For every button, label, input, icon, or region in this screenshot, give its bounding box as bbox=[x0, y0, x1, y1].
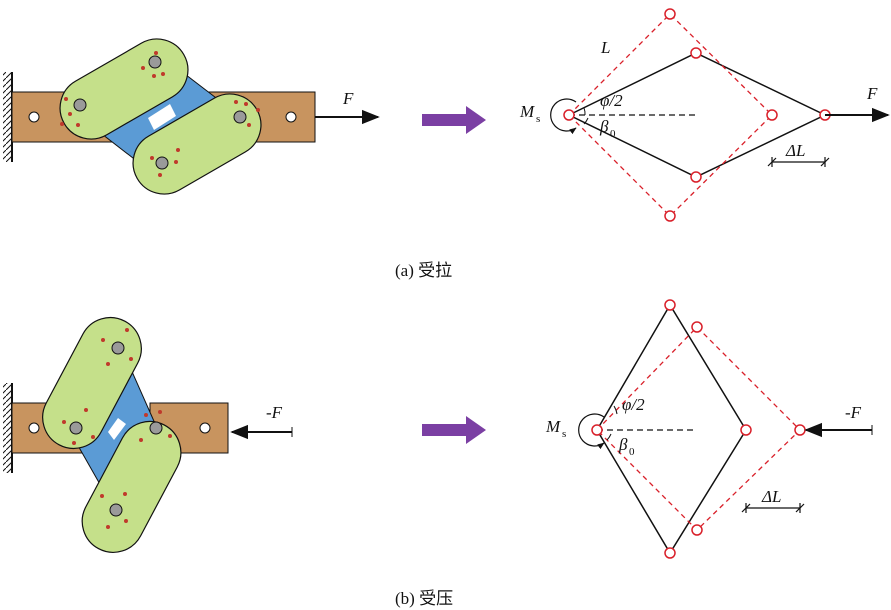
center-gap-b bbox=[108, 418, 126, 440]
transition-arrow-a bbox=[422, 106, 486, 134]
initial-rhombus-a bbox=[568, 13, 773, 217]
hole-right-b bbox=[199, 422, 211, 434]
length-label-a: L bbox=[600, 38, 610, 57]
wall-hatch-a bbox=[3, 72, 13, 162]
phi-label-a: φ/2 bbox=[600, 91, 623, 110]
delta-dimension-a bbox=[767, 157, 830, 167]
delta-label-a: ΔL bbox=[785, 141, 805, 160]
phi-label-b: φ/2 bbox=[622, 395, 645, 414]
cell-upper-b bbox=[42, 316, 142, 450]
moment-sub-b: s bbox=[562, 428, 566, 440]
cell-lower-a bbox=[132, 93, 262, 195]
center-gap-a bbox=[148, 104, 176, 130]
panel-b: -F -F M s φ/2 β 0 ΔL (b) 受压 bbox=[3, 299, 873, 608]
moment-label-a: M bbox=[519, 102, 535, 121]
caption-a: (a) 受拉 bbox=[395, 261, 452, 280]
cell-upper-a bbox=[59, 38, 189, 140]
angle-arc-beta-b bbox=[606, 433, 612, 441]
moment-sub-a: s bbox=[536, 113, 540, 125]
caption-b: (b) 受压 bbox=[395, 589, 453, 608]
cell-lower-b bbox=[81, 410, 182, 553]
hole-left-a bbox=[28, 111, 40, 123]
hole-right-a bbox=[285, 111, 297, 123]
moment-arrow-a bbox=[550, 98, 577, 135]
moment-arrow-b bbox=[578, 413, 605, 450]
joints-a bbox=[563, 8, 831, 222]
angle-arc-beta-a bbox=[583, 117, 589, 125]
hole-left-b bbox=[28, 422, 40, 434]
delta-dimension-b bbox=[741, 503, 805, 513]
panel-a: F F M s φ/2 β 0 L ΔL (a) 受拉 bbox=[3, 8, 890, 280]
force-label-right-a: F bbox=[866, 84, 878, 103]
angle-arc-phi-a bbox=[583, 107, 586, 116]
joints-b bbox=[591, 299, 806, 559]
transition-arrow-b bbox=[422, 416, 486, 444]
force-label-b: -F bbox=[266, 403, 283, 422]
beta-sub-b: 0 bbox=[629, 446, 635, 458]
beta-label-b: β bbox=[618, 435, 628, 454]
force-label-a: F bbox=[342, 89, 354, 108]
beta-sub-a: 0 bbox=[610, 128, 616, 140]
force-label-right-b: -F bbox=[845, 403, 862, 422]
wall-hatch-b bbox=[3, 383, 13, 473]
beta-label-a: β bbox=[599, 117, 609, 136]
angle-arc-phi-b bbox=[613, 405, 618, 415]
deformed-rhombus-b bbox=[596, 303, 747, 555]
moment-label-b: M bbox=[545, 417, 561, 436]
delta-label-b: ΔL bbox=[761, 487, 781, 506]
